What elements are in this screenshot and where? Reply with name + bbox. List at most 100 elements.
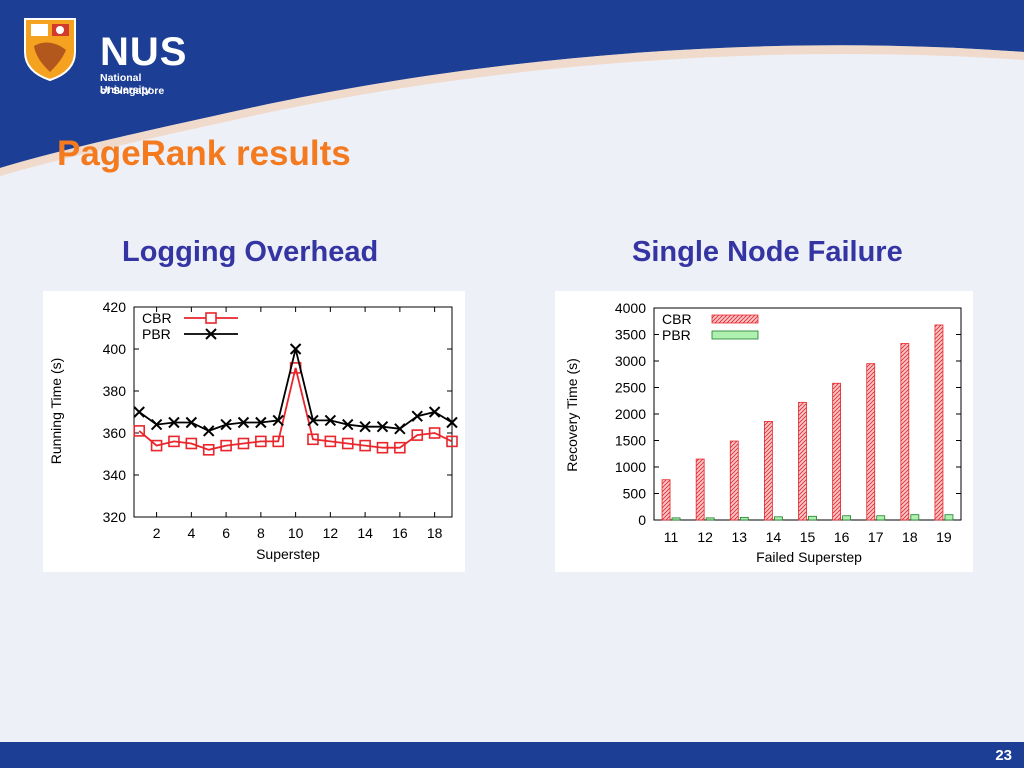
bar-pbr: [808, 515, 817, 521]
page-number: 23: [995, 747, 1012, 764]
data-point-pbr: [428, 406, 441, 418]
x-tick-label: 12: [697, 529, 713, 545]
y-tick-label: 3500: [615, 327, 646, 343]
logging-overhead-chart: 320 340 360 380 400 420 2 4 6 8 10 12 14 16 18 CBR PBR…: [43, 291, 465, 572]
data-point-pbr: [255, 416, 267, 429]
bar-cbr: [729, 440, 739, 521]
y-tick-label: 500: [623, 486, 647, 502]
data-point-cbr: [394, 441, 406, 454]
footer-bar: 23: [0, 742, 1024, 768]
data-point-pbr: [446, 416, 458, 429]
data-point-pbr: [150, 418, 163, 431]
bar-pbr: [944, 514, 954, 521]
data-point-pbr: [289, 343, 302, 355]
data-point-cbr: [133, 425, 146, 437]
bar-cbr: [695, 458, 705, 521]
data-point-cbr: [150, 439, 163, 452]
x-tick-label: 19: [936, 529, 952, 545]
series: [133, 343, 458, 456]
x-tick-label: 6: [222, 525, 230, 541]
y-axis-label: Running Time (s): [48, 358, 64, 465]
data-point-cbr: [307, 433, 319, 446]
x-tick-label: 4: [187, 525, 195, 541]
logo-line-2: of Singapore: [100, 85, 165, 97]
bars: [661, 324, 954, 521]
data-point-cbr: [185, 437, 198, 450]
x-tick-label: 13: [731, 529, 747, 545]
legend-marker-pbr: [205, 328, 217, 340]
x-ticks: 11 12 13 14 15 16 17 18 19: [664, 529, 952, 545]
data-point-cbr: [428, 427, 441, 439]
y-tick-label: 1000: [615, 459, 646, 475]
bar-cbr: [900, 343, 910, 521]
bar-pbr: [705, 517, 715, 521]
data-point-cbr: [446, 435, 458, 448]
logging-overhead-plot: 320 340 360 380 400 420 2 4 6 8 10 12 14 16 18 CBRPBR…: [48, 299, 458, 562]
slide-title: PageRank results: [57, 134, 351, 173]
nus-logo: NUS National University of Singapore: [18, 14, 188, 97]
legend-label-pbr: PBR: [142, 326, 171, 342]
bar-pbr: [876, 515, 886, 521]
data-point-pbr: [168, 416, 180, 429]
data-point-pbr: [324, 414, 337, 427]
bar-pbr: [842, 515, 852, 521]
chart-1-title: Logging Overhead: [122, 236, 379, 268]
data-point-cbr: [272, 435, 285, 448]
y-tick-label: 2000: [615, 406, 646, 422]
header-band: [0, 0, 1024, 176]
legend-label-cbr: CBR: [662, 311, 692, 327]
plot-border: [133, 306, 453, 518]
x-tick-label: 14: [766, 529, 782, 545]
y-axis-label: Recovery Time (s): [564, 358, 580, 472]
x-tick-label: 16: [834, 529, 850, 545]
y-tick-label: 340: [103, 467, 127, 483]
bar-pbr: [910, 514, 920, 521]
data-point-cbr: [168, 435, 180, 448]
logo-wordmark: NUS: [100, 30, 188, 74]
x-axis-label: Failed Superstep: [756, 549, 862, 565]
y-tick-label: 420: [103, 299, 127, 315]
data-point-pbr: [220, 418, 232, 431]
y-tick-label: 4000: [615, 300, 646, 316]
legend-swatch-cbr: [711, 314, 759, 324]
x-tick-label: 18: [427, 525, 443, 541]
y-tick-label: 320: [103, 509, 127, 525]
bar-cbr: [934, 324, 944, 521]
legend-marker-cbr: [205, 312, 217, 324]
y-tick-label: 380: [103, 383, 127, 399]
x-ticks: 2 4 6 8 10 12 14 16 18: [153, 307, 443, 541]
data-point-pbr: [133, 406, 145, 418]
data-point-cbr: [411, 429, 424, 441]
bar-cbr: [866, 363, 876, 521]
y-tick-label: 360: [103, 425, 127, 441]
x-tick-label: 12: [323, 525, 339, 541]
x-tick-label: 16: [392, 525, 408, 541]
chart-2-title: Single Node Failure: [632, 236, 903, 268]
series-line-cbr: [138, 367, 453, 451]
data-point-pbr: [272, 414, 284, 427]
data-point-pbr: [411, 410, 423, 422]
bar-pbr: [739, 516, 749, 521]
data-point-pbr: [203, 425, 215, 437]
x-tick-label: 8: [257, 525, 265, 541]
bar-pbr: [671, 517, 681, 521]
data-point-cbr: [220, 439, 232, 452]
data-point-cbr: [237, 437, 250, 450]
legend-label-pbr: PBR: [662, 327, 691, 343]
data-point-cbr: [255, 435, 267, 448]
x-tick-label: 2: [153, 525, 161, 541]
x-tick-label: 17: [868, 529, 884, 545]
legend-swatch-pbr: [711, 330, 759, 340]
data-point-pbr: [185, 416, 198, 429]
y-tick-label: 3000: [615, 353, 646, 369]
data-point-pbr: [237, 416, 250, 429]
x-tick-label: 10: [288, 525, 304, 541]
data-point-cbr: [359, 439, 371, 452]
x-tick-label: 11: [664, 529, 679, 545]
data-point-pbr: [359, 420, 371, 433]
logo-line-1: National University: [100, 72, 151, 96]
